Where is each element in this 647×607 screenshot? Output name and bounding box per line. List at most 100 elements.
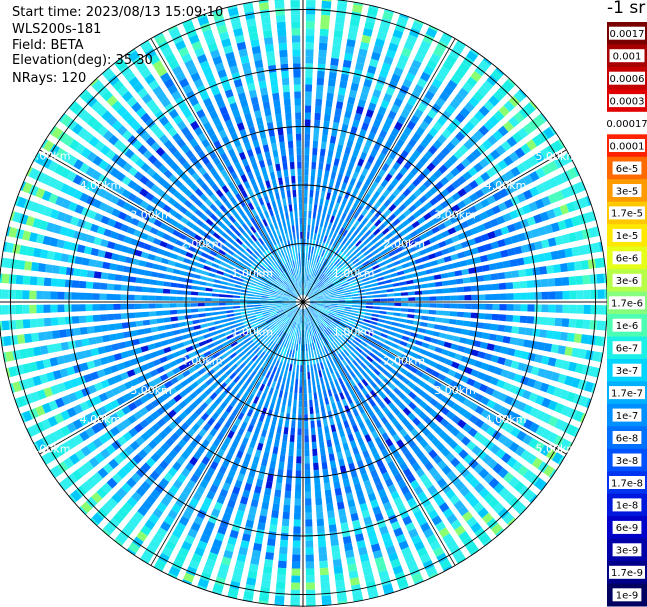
range-gate <box>400 308 409 312</box>
range-gate <box>590 305 598 315</box>
range-gate <box>278 235 283 243</box>
range-gate <box>331 223 337 232</box>
range-gate <box>341 529 351 538</box>
range-gate <box>428 236 437 244</box>
range-gate <box>345 381 352 390</box>
range-gate <box>392 317 400 322</box>
range-gate <box>163 281 172 287</box>
range-gate <box>306 350 309 358</box>
range-gate <box>500 346 509 355</box>
range-gate <box>78 304 86 312</box>
range-gate <box>489 218 499 228</box>
range-gate <box>550 371 560 382</box>
range-gate <box>443 295 451 301</box>
range-gate <box>365 109 374 118</box>
range-gate <box>442 32 453 39</box>
range-gate <box>40 249 49 259</box>
range-gate <box>334 217 340 225</box>
range-gate <box>50 291 58 300</box>
range-gate <box>479 341 488 350</box>
range-gate <box>294 350 298 358</box>
range-gate <box>282 433 288 442</box>
range-gate <box>460 240 470 249</box>
range-gate <box>364 315 372 320</box>
range-gate <box>395 265 403 271</box>
range-gate <box>464 366 473 375</box>
range-gate <box>382 11 394 21</box>
range-gate <box>253 299 261 302</box>
range-gate <box>309 296 317 300</box>
range-gate <box>413 210 422 219</box>
range-gate <box>337 173 343 182</box>
range-gate <box>331 372 337 381</box>
range-gate <box>547 193 558 204</box>
range-gate <box>317 281 323 287</box>
range-gate <box>516 338 525 347</box>
range-gate <box>328 312 336 316</box>
range-gate <box>177 283 185 289</box>
range-gate <box>306 274 309 282</box>
range-gate <box>314 476 321 485</box>
range-gate <box>591 211 596 221</box>
range-gate <box>426 59 438 70</box>
range-gate <box>318 162 324 171</box>
range-gate <box>342 315 350 320</box>
range-gate <box>283 427 289 435</box>
range-gate <box>462 277 471 284</box>
range-gate <box>239 302 247 305</box>
range-gate <box>111 253 120 261</box>
range-gate <box>309 189 314 198</box>
range-gate <box>317 525 325 534</box>
range-gate <box>273 185 279 194</box>
range-gate <box>414 19 424 25</box>
range-gate <box>253 396 260 405</box>
range-gate <box>372 306 381 310</box>
range-gate <box>233 288 242 292</box>
range-gate <box>313 133 319 142</box>
range-gate <box>15 304 23 315</box>
range-gate <box>79 327 88 335</box>
range-gate <box>518 107 531 119</box>
range-gate <box>321 184 327 192</box>
range-gate <box>329 417 335 426</box>
range-gate <box>374 158 383 168</box>
range-gate <box>353 376 360 384</box>
range-gate <box>508 95 520 108</box>
range-gate <box>461 328 470 336</box>
range-gate <box>256 420 263 429</box>
range-gate <box>306 290 312 297</box>
range-gate <box>584 211 594 223</box>
range-gate <box>292 554 301 562</box>
range-gate <box>71 280 80 288</box>
range-gate <box>305 281 308 289</box>
range-gate <box>303 217 307 225</box>
range-gate <box>547 400 558 411</box>
range-gate <box>428 84 439 95</box>
range-gate <box>100 324 109 332</box>
range-gate <box>523 404 533 415</box>
range-gate <box>442 85 454 96</box>
range-gate <box>140 345 149 353</box>
range-gate <box>468 267 476 274</box>
range-gate <box>261 166 268 175</box>
range-gate <box>463 286 472 292</box>
range-gate <box>328 453 335 462</box>
range-gate <box>321 595 332 604</box>
range-gate <box>148 303 156 309</box>
range-gate <box>533 279 542 288</box>
range-gate <box>333 115 341 124</box>
range-gate <box>408 204 417 213</box>
range-gate <box>287 225 292 234</box>
range-gate <box>321 461 328 470</box>
range-gate <box>299 379 303 387</box>
range-gate <box>378 24 390 34</box>
range-gate <box>509 337 518 345</box>
range-gate <box>208 326 216 332</box>
range-gate <box>53 252 63 261</box>
range-gate <box>356 205 364 214</box>
range-gate <box>354 164 362 174</box>
range-gate <box>226 286 235 291</box>
range-gate <box>477 85 489 97</box>
range-gate <box>398 323 406 329</box>
range-gate <box>420 138 430 148</box>
